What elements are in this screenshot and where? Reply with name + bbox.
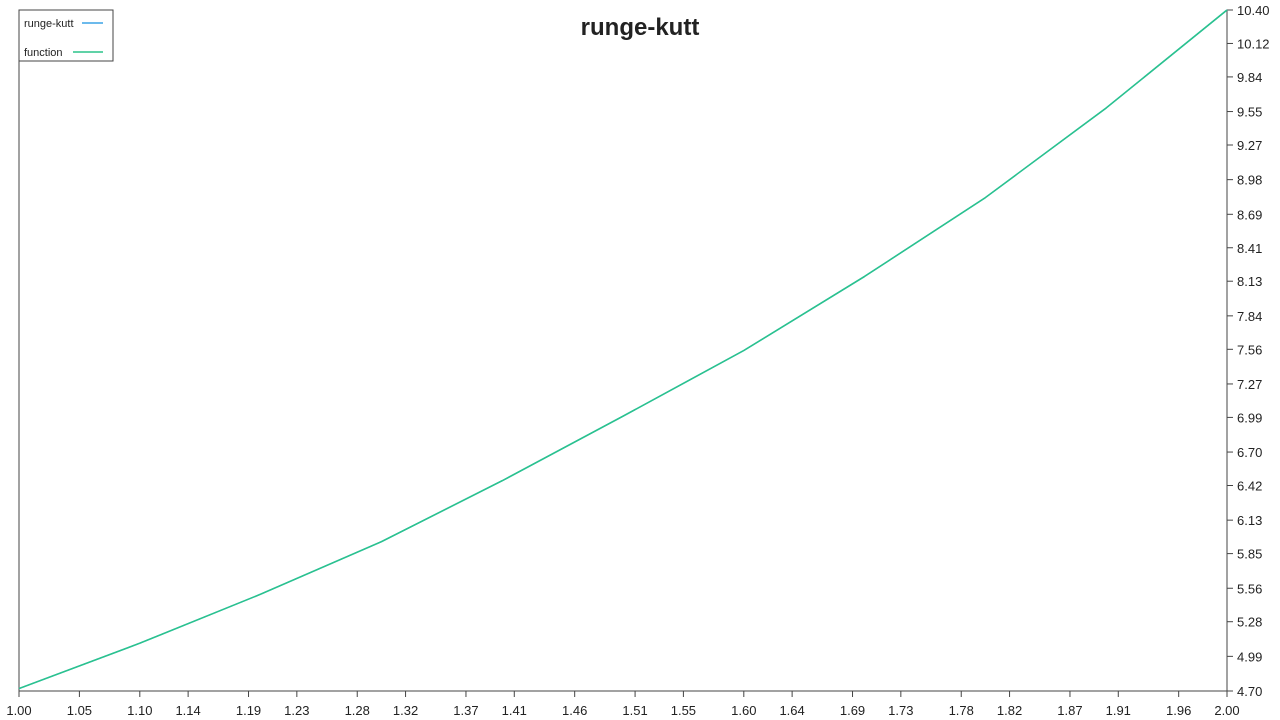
y-tick-label: 5.85 [1237, 547, 1262, 562]
x-tick-label: 1.23 [284, 703, 309, 718]
x-tick-label: 1.19 [236, 703, 261, 718]
y-tick-label: 5.28 [1237, 615, 1262, 630]
x-tick-label: 1.73 [888, 703, 913, 718]
y-tick-label: 8.41 [1237, 241, 1262, 256]
x-tick-label: 1.37 [453, 703, 478, 718]
x-tick-label: 1.28 [345, 703, 370, 718]
y-tick-label: 6.13 [1237, 513, 1262, 528]
x-tick-label: 1.10 [127, 703, 152, 718]
y-tick-label: 8.98 [1237, 173, 1262, 188]
x-tick-label: 1.96 [1166, 703, 1191, 718]
x-tick-label: 1.82 [997, 703, 1022, 718]
series-line-runge-kutt [18, 9, 1228, 690]
y-tick-label: 10.40 [1237, 3, 1270, 18]
series-line-function [18, 9, 1228, 690]
y-tick-label: 7.56 [1237, 342, 1262, 357]
x-tick-label: 1.32 [393, 703, 418, 718]
y-tick-label: 8.13 [1237, 274, 1262, 289]
x-tick-label: 1.55 [671, 703, 696, 718]
y-axis-ticks: 4.70 4.99 5.28 5.56 5.85 6.13 6.42 6.70 6.99 7.27… [1227, 3, 1270, 699]
x-tick-label: 1.60 [731, 703, 756, 718]
legend-label-function: function [24, 47, 63, 59]
x-tick-label: 1.64 [779, 703, 804, 718]
y-tick-label: 4.70 [1237, 684, 1262, 699]
x-tick-label: 1.00 [6, 703, 31, 718]
y-tick-label: 9.27 [1237, 138, 1262, 153]
y-tick-label: 7.84 [1237, 309, 1262, 324]
x-tick-label: 1.46 [562, 703, 587, 718]
axes [18, 10, 1228, 692]
y-tick-label: 7.27 [1237, 377, 1262, 392]
x-tick-label: 1.69 [840, 703, 865, 718]
legend[interactable]: runge-kutt function [18, 9, 114, 62]
y-tick-label: 5.56 [1237, 581, 1262, 596]
y-tick-label: 6.42 [1237, 479, 1262, 494]
x-tick-label: 1.91 [1106, 703, 1131, 718]
x-axis-ticks: 1.00 1.05 1.10 1.14 1.19 1.23 1.28 1.32 1.37 1.41… [6, 691, 1240, 718]
x-tick-label: 1.51 [622, 703, 647, 718]
x-tick-label: 2.00 [1214, 703, 1239, 718]
x-tick-label: 1.87 [1057, 703, 1082, 718]
y-tick-label: 6.99 [1237, 410, 1262, 425]
x-tick-label: 1.05 [67, 703, 92, 718]
y-tick-label: 9.84 [1237, 70, 1262, 85]
y-tick-label: 4.99 [1237, 649, 1262, 664]
x-tick-label: 1.41 [502, 703, 527, 718]
y-tick-label: 9.55 [1237, 105, 1262, 120]
chart-title: runge-kutt [581, 14, 700, 41]
legend-label-runge-kutt: runge-kutt [24, 18, 74, 30]
series-lines [18, 9, 1228, 690]
y-tick-label: 8.69 [1237, 207, 1262, 222]
y-tick-label: 10.12 [1237, 36, 1270, 51]
x-tick-label: 1.78 [949, 703, 974, 718]
y-tick-label: 6.70 [1237, 445, 1262, 460]
x-tick-label: 1.14 [175, 703, 200, 718]
